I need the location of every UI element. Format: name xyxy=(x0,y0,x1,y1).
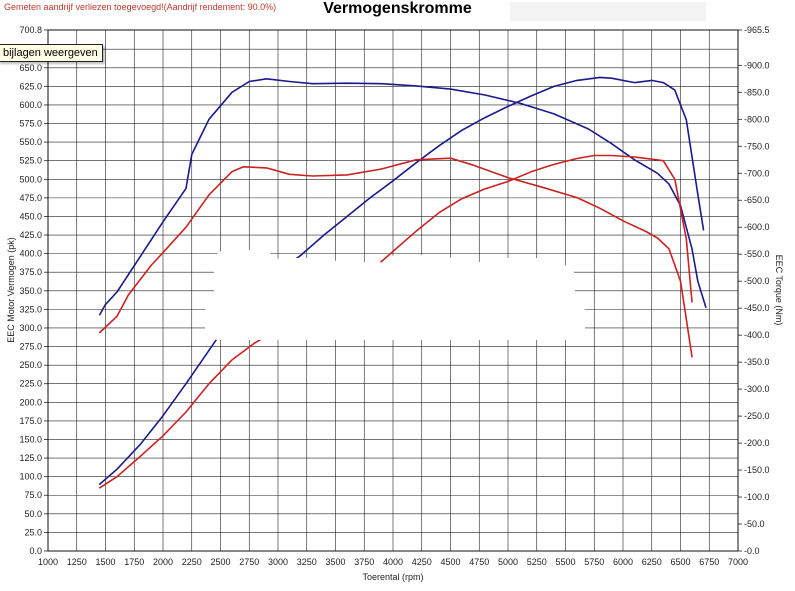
y-right-tick-label: -600.0 xyxy=(744,222,770,232)
x-tick-label: 6750 xyxy=(699,557,719,567)
x-tick-label: 4500 xyxy=(440,557,460,567)
y-left-tick-label: 150.0 xyxy=(19,434,42,444)
y-left-tick-label: 100.0 xyxy=(19,472,42,482)
x-tick-label: 3000 xyxy=(268,557,288,567)
y-left-tick-label: 525.0 xyxy=(19,156,42,166)
x-tick-label: 1750 xyxy=(124,557,144,567)
x-tick-label: 6250 xyxy=(642,557,662,567)
x-tick-label: 2500 xyxy=(210,557,230,567)
x-tick-label: 5000 xyxy=(498,557,518,567)
y-right-tick-label: -150.0 xyxy=(744,465,770,475)
y-right-tick-label: -0.0 xyxy=(744,546,760,556)
y-right-tick-label: -800.0 xyxy=(744,114,770,124)
x-tick-label: 7000 xyxy=(728,557,748,567)
y-left-tick-label: 475.0 xyxy=(19,193,42,203)
attachments-tooltip[interactable]: bijlagen weergeven xyxy=(0,44,103,62)
y-axis-right-label: EEC Torque (Nm) xyxy=(774,255,784,326)
y-right-tick-label: -650.0 xyxy=(744,195,770,205)
y-left-tick-label: 600.0 xyxy=(19,100,42,110)
series-line-4 xyxy=(99,157,693,358)
x-axis-label: Toerental (rpm) xyxy=(362,572,423,582)
x-tick-label: 3250 xyxy=(297,557,317,567)
y-right-tick-label: -250.0 xyxy=(744,411,770,421)
x-tick-label: 1250 xyxy=(67,557,87,567)
y-left-tick-label: 175.0 xyxy=(19,416,42,426)
y-left-tick-label: 0.0 xyxy=(29,546,42,556)
y-left-tick-label: 425.0 xyxy=(19,230,42,240)
x-tick-label: 5500 xyxy=(555,557,575,567)
redaction-blob xyxy=(205,300,585,340)
y-left-tick-label: 450.0 xyxy=(19,211,42,221)
y-right-tick-label: -750.0 xyxy=(744,141,770,151)
x-tick-label: 2750 xyxy=(239,557,259,567)
y-left-tick-label: 75.0 xyxy=(24,490,42,500)
y-right-tick-label: -50.0 xyxy=(744,519,765,529)
x-tick-label: 5750 xyxy=(584,557,604,567)
y-left-tick-label: 625.0 xyxy=(19,81,42,91)
y-left-tick-label: 400.0 xyxy=(19,249,42,259)
y-right-tick-label: -900.0 xyxy=(744,60,770,70)
series-line-2 xyxy=(99,78,707,316)
measurement-notice: Gemeten aandrijf verliezen toegevoegd!(A… xyxy=(4,2,277,12)
y-right-tick-label: -350.0 xyxy=(744,357,770,367)
y-right-tick-label: -450.0 xyxy=(744,303,770,313)
x-tick-label: 5250 xyxy=(527,557,547,567)
y-left-tick-label: 200.0 xyxy=(19,397,42,407)
y-right-tick-label: -400.0 xyxy=(744,330,770,340)
redaction-scribble xyxy=(205,250,585,340)
y-left-tick-label: 375.0 xyxy=(19,267,42,277)
y-right-tick-label: -500.0 xyxy=(744,276,770,286)
x-tick-label: 3500 xyxy=(325,557,345,567)
y-left-tick-label: 650.0 xyxy=(19,63,42,73)
y-right-tick-label: -965.5 xyxy=(744,25,770,35)
series-line-3 xyxy=(99,154,693,489)
y-axis-left-label: EEC Motor Vermogen (pk) xyxy=(6,237,16,343)
y-right-tick-label: -100.0 xyxy=(744,492,770,502)
chart-title: Vermogenskromme xyxy=(0,0,795,18)
y-right-tick-label: -200.0 xyxy=(744,438,770,448)
y-left-tick-label: 500.0 xyxy=(19,174,42,184)
x-tick-label: 4000 xyxy=(383,557,403,567)
x-tick-label: 1000 xyxy=(38,557,58,567)
y-left-tick-label: 550.0 xyxy=(19,137,42,147)
y-left-tick-label: 25.0 xyxy=(24,527,42,537)
series-line-1 xyxy=(99,76,705,485)
y-right-tick-label: -850.0 xyxy=(744,87,770,97)
y-right-tick-label: -300.0 xyxy=(744,384,770,394)
x-tick-label: 6500 xyxy=(670,557,690,567)
title-bar-blank xyxy=(510,2,706,21)
x-tick-label: 4750 xyxy=(469,557,489,567)
y-left-tick-label: 125.0 xyxy=(19,453,42,463)
y-left-tick-label: 700.8 xyxy=(19,25,42,35)
y-left-tick-label: 50.0 xyxy=(24,509,42,519)
y-left-tick-label: 575.0 xyxy=(19,119,42,129)
x-tick-label: 6000 xyxy=(613,557,633,567)
x-tick-label: 1500 xyxy=(95,557,115,567)
y-left-tick-label: 250.0 xyxy=(19,360,42,370)
y-left-tick-label: 275.0 xyxy=(19,342,42,352)
chart-title-text: Vermogenskromme xyxy=(323,0,472,17)
ticks: 1000 1250 1500 1750 2000 2250 2500 2750 3000 3250… xyxy=(19,25,769,567)
series-group xyxy=(99,76,707,489)
x-tick-label: 3750 xyxy=(354,557,374,567)
y-left-tick-label: 325.0 xyxy=(19,304,42,314)
y-right-tick-label: -550.0 xyxy=(744,249,770,259)
plot-border xyxy=(47,29,739,552)
x-tick-label: 2250 xyxy=(182,557,202,567)
y-right-tick-label: -700.0 xyxy=(744,168,770,178)
y-left-tick-label: 225.0 xyxy=(19,379,42,389)
y-left-tick-label: 300.0 xyxy=(19,323,42,333)
y-left-tick-label: 350.0 xyxy=(19,286,42,296)
x-tick-label: 2000 xyxy=(153,557,173,567)
x-tick-label: 4250 xyxy=(412,557,432,567)
